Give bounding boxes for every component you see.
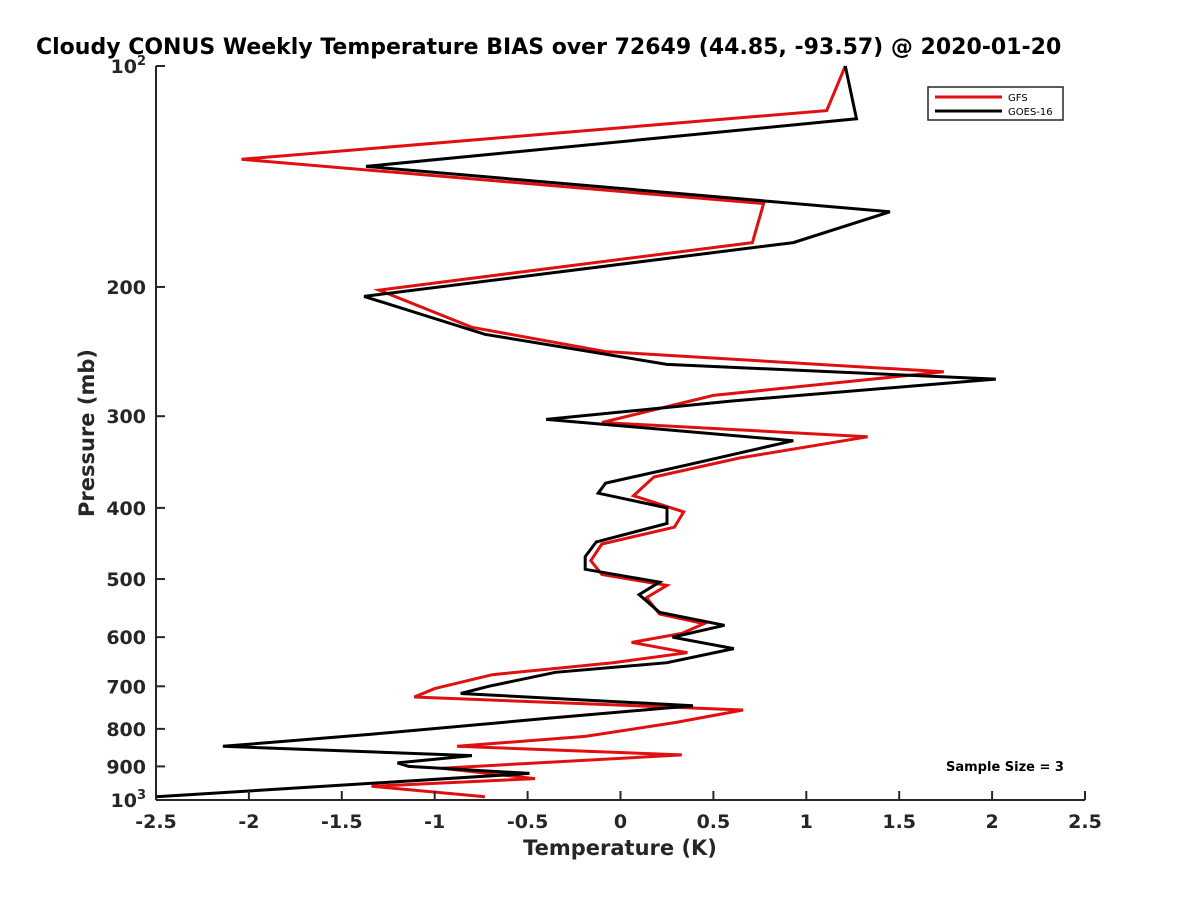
legend-label: GFS xyxy=(1008,93,1028,104)
plot-area: -2.5 -2 -1.5 -1 -0.5 0 0.5 1 1.5 2 2.5 102 200 300 400… xyxy=(106,54,1102,833)
x-axis-label: Temperature (K) xyxy=(523,836,717,860)
x-tick-label: 1 xyxy=(800,811,813,833)
y-tick-label: 300 xyxy=(106,406,146,428)
sample-size-annotation: Sample Size = 3 xyxy=(946,760,1064,775)
series-line-gfs xyxy=(241,65,944,799)
x-tick-label: -2.5 xyxy=(135,811,177,833)
y-tick-label: 400 xyxy=(106,498,146,520)
y-tick-label: 800 xyxy=(106,719,146,741)
y-tick-label: 900 xyxy=(106,756,146,778)
y-tick-label: 700 xyxy=(106,676,146,698)
x-tick-label: -0.5 xyxy=(507,811,549,833)
chart-title: Cloudy CONUS Weekly Temperature BIAS ove… xyxy=(36,35,1061,60)
y-tick-label: 103 xyxy=(111,788,147,812)
y-axis-label: Pressure (mb) xyxy=(75,349,99,517)
x-tick-label: -2 xyxy=(238,811,259,833)
x-tick-label: 0 xyxy=(614,811,627,833)
x-tick-label: -1 xyxy=(424,811,445,833)
x-tick-label: 2.5 xyxy=(1068,811,1102,833)
x-tick-label: 1.5 xyxy=(882,811,916,833)
x-tick-label: 2 xyxy=(985,811,998,833)
y-tick-label: 200 xyxy=(106,277,146,299)
y-tick-label: 500 xyxy=(106,569,146,591)
series-line-goes-16 xyxy=(155,65,996,799)
x-tick-label: -1.5 xyxy=(321,811,363,833)
legend: GFS GOES-16 xyxy=(927,86,1064,121)
legend-label: GOES-16 xyxy=(1008,107,1053,118)
x-tick-label: 0.5 xyxy=(697,811,731,833)
y-tick-label: 600 xyxy=(106,627,146,649)
y-tick-label: 102 xyxy=(111,54,147,78)
legend-box xyxy=(927,86,1064,121)
